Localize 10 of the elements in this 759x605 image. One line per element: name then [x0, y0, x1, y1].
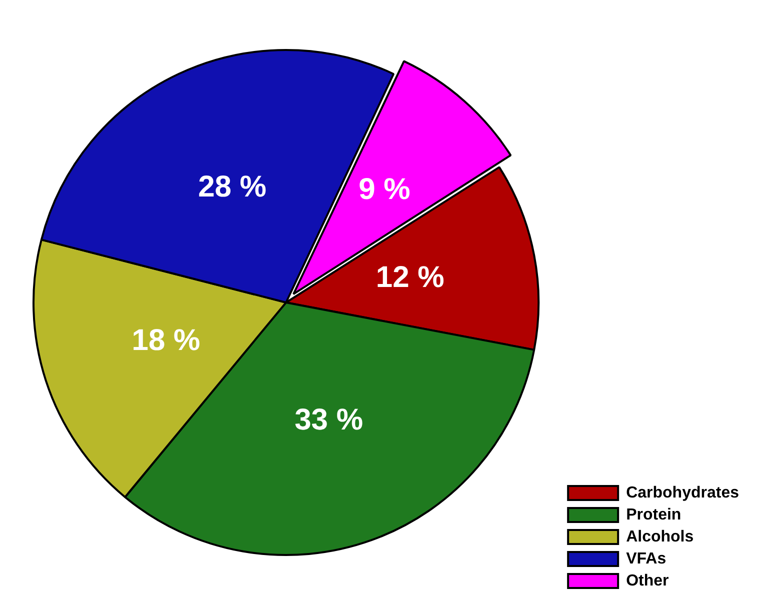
data-label: 28 % — [198, 170, 266, 204]
data-label: 33 % — [294, 404, 364, 437]
legend-label: Protein — [626, 506, 682, 524]
data-label: 9 % — [358, 173, 410, 206]
legend-label: Carbohydrates — [626, 484, 740, 502]
legend-label: VFAs — [626, 550, 666, 568]
legend-label: Other — [626, 572, 669, 590]
data-label: 12 % — [376, 261, 444, 294]
legend-label: Alcohols — [626, 528, 694, 546]
data-label: 18 % — [132, 324, 200, 357]
